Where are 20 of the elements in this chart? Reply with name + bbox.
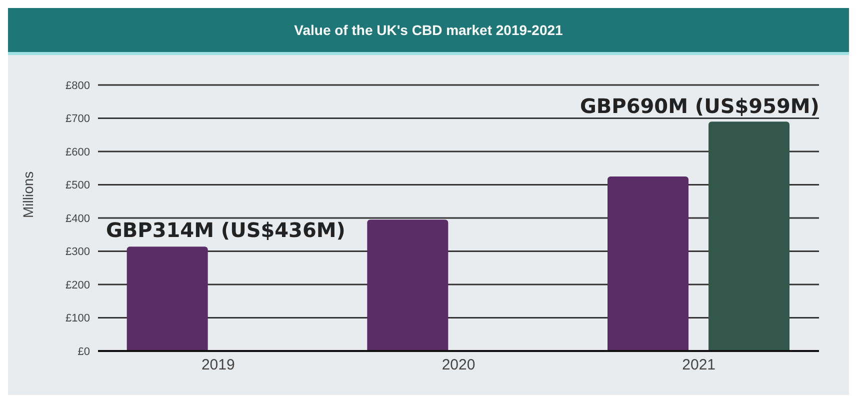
chart-title: Value of the UK's CBD market 2019-2021 bbox=[8, 8, 849, 55]
bar bbox=[126, 246, 208, 351]
x-tick-label: 2020 bbox=[442, 356, 476, 374]
y-tick-label: £600 bbox=[66, 146, 90, 158]
y-tick-label: £400 bbox=[66, 212, 90, 225]
bar bbox=[367, 220, 448, 351]
y-tick-label: £200 bbox=[66, 279, 90, 292]
annotation: GBP690M (US$959M) bbox=[580, 94, 820, 118]
y-tick-label: £800 bbox=[66, 80, 90, 92]
bar bbox=[708, 122, 790, 351]
y-tick-label: £100 bbox=[66, 312, 90, 325]
y-tick-label: £700 bbox=[66, 113, 90, 126]
y-tick-label: £500 bbox=[66, 180, 90, 192]
bar bbox=[608, 176, 689, 351]
annotation: GBP314M (US$436M) bbox=[106, 218, 346, 242]
x-tick-label: 2019 bbox=[201, 356, 235, 374]
y-tick-label: £300 bbox=[66, 246, 90, 258]
x-tick-label: 2021 bbox=[682, 356, 716, 374]
y-tick-label: £0 bbox=[78, 346, 90, 358]
y-axis-title: Millions bbox=[20, 171, 36, 218]
